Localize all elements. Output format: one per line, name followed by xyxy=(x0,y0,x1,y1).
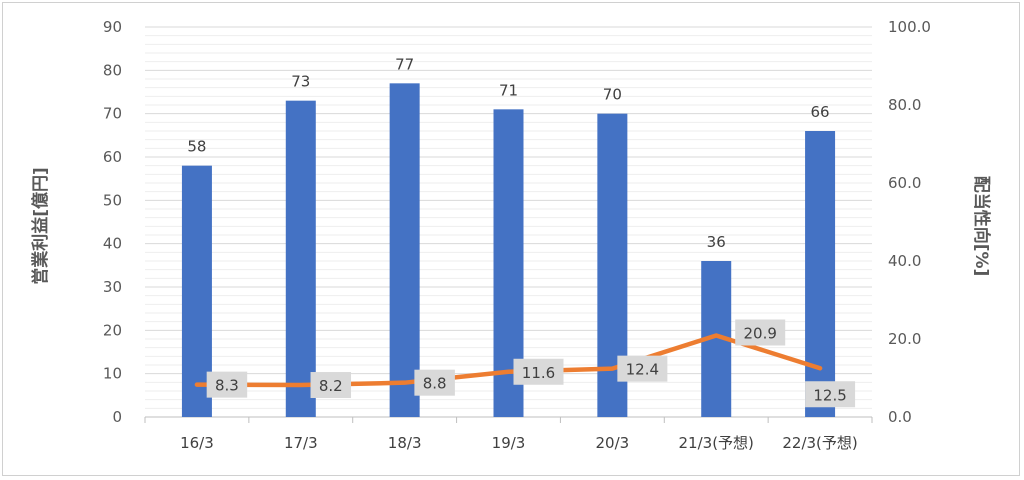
line-value-label: 20.9 xyxy=(744,324,777,342)
y-tick-label: 60 xyxy=(103,148,122,166)
category-label: 21/3(予想) xyxy=(679,434,754,452)
bar-value-label: 71 xyxy=(499,81,518,99)
y2-tick-label: 100.0 xyxy=(888,18,931,36)
right-axis-title: 配当性向[%] xyxy=(971,176,992,277)
category-label: 16/3 xyxy=(180,434,214,452)
category-label: 18/3 xyxy=(388,434,422,452)
line-label-box xyxy=(735,319,786,346)
category-label: 22/3(予想) xyxy=(782,434,857,452)
line-label-box xyxy=(617,355,668,382)
bar-series xyxy=(181,83,836,418)
line-value-label: 8.8 xyxy=(423,375,447,393)
y-tick-label: 70 xyxy=(103,105,122,123)
category-label: 17/3 xyxy=(284,434,318,452)
y2-tick-label: 40.0 xyxy=(888,252,921,270)
payout-ratio-line xyxy=(194,333,823,388)
right-axis-ticks: 0.0 20.0 40.0 60.0 80.0 100.0 xyxy=(888,18,931,426)
bar-data-labels: 58 73 77 71 70 36 66 xyxy=(187,55,829,251)
line-series xyxy=(194,333,823,388)
bar-value-label: 66 xyxy=(811,103,830,121)
line-value-label: 11.6 xyxy=(522,364,555,382)
y-tick-label: 80 xyxy=(103,61,122,79)
line-value-label: 12.4 xyxy=(626,361,659,379)
line-label-box xyxy=(805,381,856,408)
category-label: 20/3 xyxy=(596,434,630,452)
bar-value-label: 70 xyxy=(603,86,622,104)
bar-value-label: 58 xyxy=(187,138,206,156)
y-tick-label: 30 xyxy=(103,278,122,296)
y2-tick-label: 60.0 xyxy=(888,174,921,192)
bar-value-label: 36 xyxy=(707,233,726,251)
category-axis: 16/3 17/3 18/3 19/3 20/3 21/3(予想) 22/3(予想) xyxy=(180,434,858,452)
y-tick-label: 10 xyxy=(103,365,122,383)
left-axis-ticks: 0 10 20 30 40 50 60 70 80 90 xyxy=(103,18,122,426)
line-label-box xyxy=(414,369,455,396)
category-label: 19/3 xyxy=(492,434,526,452)
bar xyxy=(805,131,836,417)
y-tick-label: 0 xyxy=(112,408,122,426)
line-label-box xyxy=(206,371,248,398)
line-value-label: 8.3 xyxy=(215,377,239,395)
line-data-labels: 8.3 8.2 8.8 11.6 12.4 20.9 12.5 xyxy=(206,319,856,408)
y2-tick-label: 0.0 xyxy=(888,408,912,426)
bar-value-label: 73 xyxy=(291,73,310,91)
left-axis-title: 営業利益[億円] xyxy=(30,167,51,285)
y-tick-label: 90 xyxy=(103,18,122,36)
y2-tick-label: 80.0 xyxy=(888,96,921,114)
y-tick-label: 40 xyxy=(103,235,122,253)
bar xyxy=(389,83,420,417)
y-tick-label: 20 xyxy=(103,321,122,339)
bar xyxy=(285,100,316,418)
line-value-label: 12.5 xyxy=(813,386,846,404)
y2-tick-label: 20.0 xyxy=(888,330,921,348)
y-tick-label: 50 xyxy=(103,191,122,209)
line-value-label: 8.2 xyxy=(319,377,343,395)
line-label-box xyxy=(310,372,352,399)
bar-value-label: 77 xyxy=(395,55,414,73)
line-label-box xyxy=(513,358,564,385)
